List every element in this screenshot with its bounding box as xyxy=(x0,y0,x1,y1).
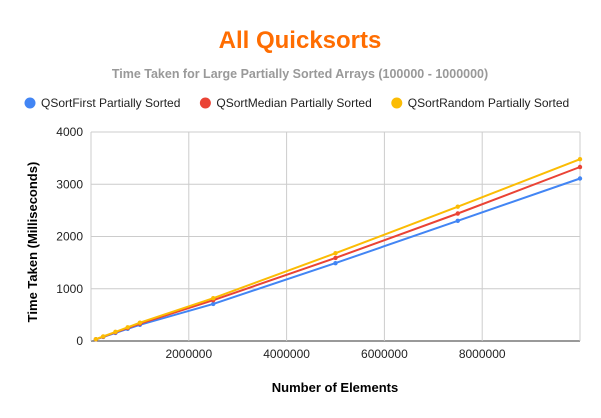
data-point[interactable] xyxy=(211,295,216,301)
x-tick-label: 6000000 xyxy=(361,347,408,361)
legend-label: QSortFirst Partially Sorted xyxy=(41,96,180,110)
data-point[interactable] xyxy=(137,320,143,325)
data-point[interactable] xyxy=(455,218,460,224)
data-point[interactable] xyxy=(211,301,216,307)
x-axis-title: Number of Elements xyxy=(272,380,398,395)
data-point[interactable] xyxy=(577,176,583,181)
legend-label: QSortMedian Partially Sorted xyxy=(216,96,371,110)
series-line xyxy=(95,158,581,341)
data-point[interactable] xyxy=(101,334,106,339)
x-tick-label: 8000000 xyxy=(459,347,506,361)
legend-item[interactable]: QSortFirst Partially Sorted xyxy=(24,96,181,110)
legend: QSortFirst Partially Sorted QSortMedian P… xyxy=(24,96,569,110)
x-tick-label: 4000000 xyxy=(263,347,310,361)
data-point[interactable] xyxy=(125,325,130,330)
chart-title: All Quicksorts xyxy=(219,27,382,54)
y-tick-label: 1000 xyxy=(56,282,83,296)
legend-marker xyxy=(391,97,403,109)
x-tick-label: 2000000 xyxy=(165,347,212,361)
grid xyxy=(90,131,581,342)
data-point[interactable] xyxy=(333,255,338,261)
legend-label: QSortRandom Partially Sorted xyxy=(408,96,569,110)
y-tick-label: 3000 xyxy=(56,177,83,191)
x-axis-ticks: 2000000 4000000 6000000 8000000 xyxy=(165,347,505,361)
data-point[interactable] xyxy=(577,164,583,170)
y-tick-label: 4000 xyxy=(56,125,83,139)
data-point[interactable] xyxy=(333,251,338,256)
y-axis-ticks: 0 1000 2000 3000 4000 xyxy=(56,125,83,348)
chart-subtitle: Time Taken for Large Partially Sorted Ar… xyxy=(112,67,488,81)
data-point[interactable] xyxy=(455,211,460,216)
y-tick-label: 2000 xyxy=(56,230,83,244)
legend-marker xyxy=(199,97,211,109)
y-axis-title: Time Taken (Milliseconds) xyxy=(25,162,40,323)
legend-marker xyxy=(24,97,36,109)
series-group xyxy=(93,156,583,342)
data-point[interactable] xyxy=(93,336,99,342)
y-tick-label: 0 xyxy=(76,334,83,348)
series-qsortrandom-partially-sorted xyxy=(93,156,583,342)
legend-item[interactable]: QSortRandom Partially Sorted xyxy=(391,96,569,110)
data-point[interactable] xyxy=(333,260,338,266)
legend-item[interactable]: QSortMedian Partially Sorted xyxy=(199,96,372,110)
data-point[interactable] xyxy=(577,156,583,162)
data-point[interactable] xyxy=(113,329,118,335)
series-qsortfirst-partially-sorted xyxy=(93,176,583,342)
data-point[interactable] xyxy=(455,204,460,209)
